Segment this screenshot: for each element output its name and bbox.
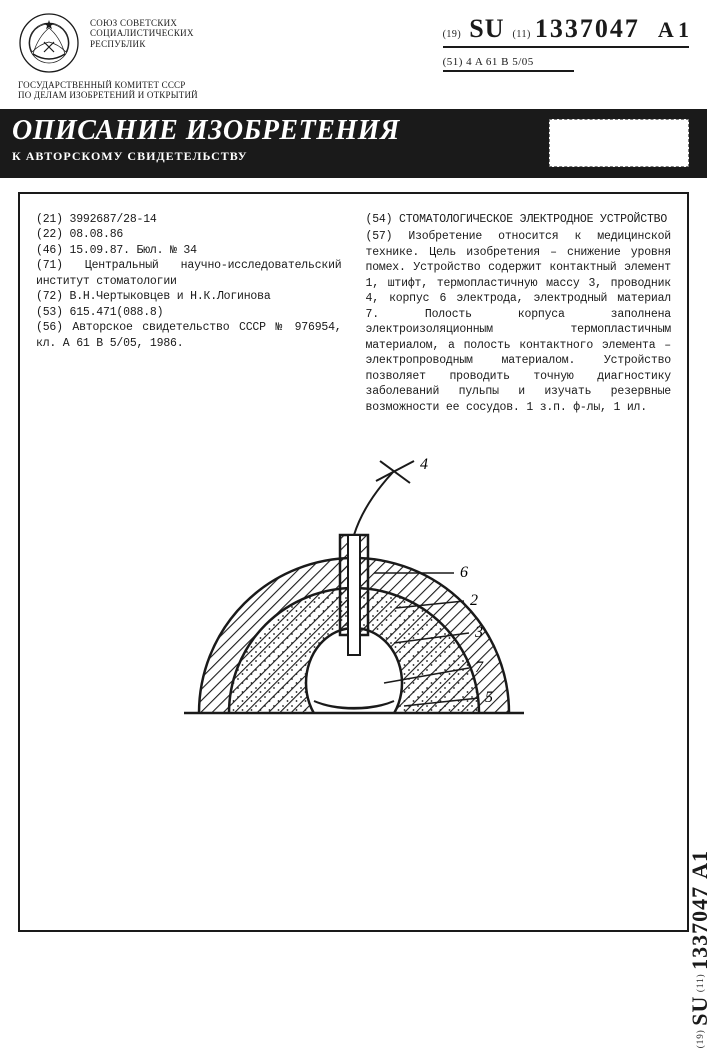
ussr-emblem-icon xyxy=(18,12,80,74)
union-label: СОЮЗ СОВЕТСКИХ СОЦИАЛИСТИЧЕСКИХ РЕСПУБЛИ… xyxy=(90,12,194,49)
committee-label: ГОСУДАРСТВЕННЫЙ КОМИТЕТ СССР ПО ДЕЛАМ ИЗ… xyxy=(18,80,689,101)
right-column: (54) СТОМАТОЛОГИЧЕСКОЕ ЭЛЕКТРОДНОЕ УСТРО… xyxy=(366,212,672,416)
field-54: (54) СТОМАТОЛОГИЧЕСКОЕ ЭЛЕКТРОДНОЕ УСТРО… xyxy=(366,212,672,228)
content-frame: (21) 3992687/28-14 (22) 08.08.86 (46) 15… xyxy=(18,192,689,932)
classification-code: (51) 4 A 61 B 5/05 xyxy=(443,56,574,72)
code-19: (19) xyxy=(443,29,462,40)
stamp-placeholder xyxy=(549,119,689,167)
kind-code: A 1 xyxy=(658,17,689,42)
patent-number: 1337047 xyxy=(535,14,640,43)
field-22: (22) 08.08.86 xyxy=(36,227,342,243)
fig-label-3: 3 xyxy=(474,624,483,641)
field-71: (71) Центральный научно-исследовательски… xyxy=(36,258,342,289)
device-diagram: 4 6 2 3 7 5 xyxy=(164,443,544,743)
header-row: СОЮЗ СОВЕТСКИХ СОЦИАЛИСТИЧЕСКИХ РЕСПУБЛИ… xyxy=(18,12,689,74)
field-21: (21) 3992687/28-14 xyxy=(36,212,342,228)
publication-code-block: (19) SU (11) 1337047 A 1 (51) 4 A 61 B 5… xyxy=(443,12,689,72)
title-banner: ОПИСАНИЕ ИЗОБРЕТЕНИЯ К АВТОРСКОМУ СВИДЕТ… xyxy=(0,109,707,178)
left-column: (21) 3992687/28-14 (22) 08.08.86 (46) 15… xyxy=(36,212,342,416)
field-56: (56) Авторское свидетельство СССР № 9769… xyxy=(36,320,342,351)
field-72: (72) В.Н.Чертыковцев и Н.К.Логинова xyxy=(36,289,342,305)
field-53: (53) 615.471(088.8) xyxy=(36,305,342,321)
figure-container: 4 6 2 3 7 5 xyxy=(36,443,671,743)
fig-label-4: 4 xyxy=(420,456,428,473)
field-46: (46) 15.09.87. Бюл. № 34 xyxy=(36,243,342,259)
fig-label-2: 2 xyxy=(470,592,478,609)
field-57: (57) Изобретение относится к медицинской… xyxy=(366,229,672,415)
fig-label-5: 5 xyxy=(485,689,493,706)
fig-label-6: 6 xyxy=(460,564,468,581)
fig-label-7: 7 xyxy=(475,659,484,676)
country-code: SU xyxy=(469,14,504,43)
code-11: (11) xyxy=(513,29,531,40)
side-publication-code: (19) SU (11) 1337047 A1 xyxy=(687,850,707,1048)
